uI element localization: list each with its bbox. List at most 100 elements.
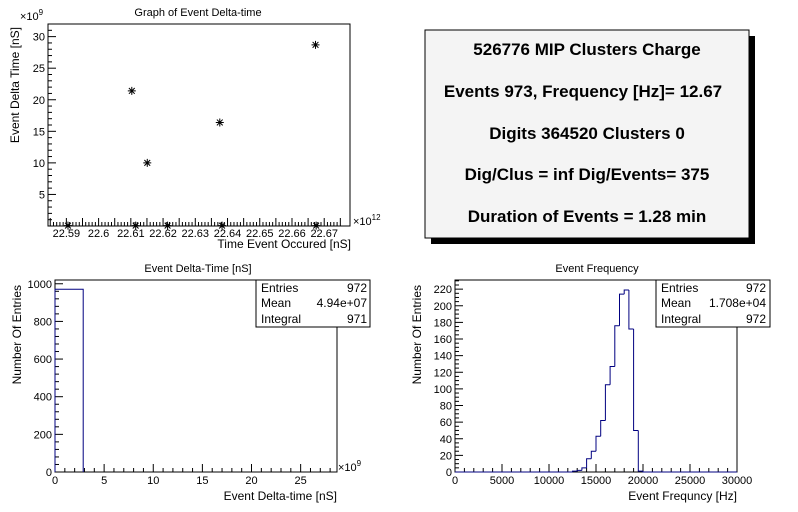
freq-hist-y-label: Number Of Entries [410, 285, 424, 384]
freq-hist-bin [600, 419, 606, 437]
freq-hist-bin [572, 470, 578, 472]
freq-hist-x-tick-label: 20000 [628, 475, 659, 487]
delta-hist-x-tick-label: 10 [147, 475, 159, 487]
freq-hist-stats-entries: 972 [746, 281, 766, 295]
info-line-2: Events 973, Frequency [Hz]= 12.67 [444, 82, 722, 101]
delta-hist-x-label: Event Delta-time [nS] [224, 489, 337, 503]
scatter-y-tick-label: 20 [33, 95, 45, 107]
scatter-x-label: Time Event Occured [nS] [217, 237, 351, 251]
scatter-x-tick-label: 22.59 [53, 228, 81, 240]
scatter-point [127, 86, 136, 95]
freq-hist-bin [590, 450, 596, 459]
info-box [424, 29, 750, 239]
scatter-point [143, 158, 152, 167]
delta-hist-title: Event Delta-Time [nS] [144, 263, 251, 275]
scatter-x-tick-label: 22.64 [214, 228, 242, 240]
scatter-x-tick-label: 22.66 [278, 228, 306, 240]
freq-hist-baseline-right [642, 471, 737, 473]
freq-hist-x-tick-label: 30000 [722, 475, 753, 487]
freq-hist-bin [586, 458, 592, 468]
delta-hist-x-tick-label: 5 [101, 475, 107, 487]
freq-hist-bin [576, 469, 582, 472]
freq-hist-y-tick-label: 20 [440, 450, 452, 462]
scatter-x-multiplier: ×1012 [353, 213, 381, 228]
freq-hist-y-tick-label: 40 [440, 434, 452, 446]
freq-hist-x-tick-label: 10000 [534, 475, 565, 487]
delta-hist-stats-integral: 971 [347, 312, 367, 326]
delta-hist-stats-entries-label: Entries [261, 281, 298, 295]
freq-hist-stats-integral: 972 [746, 312, 766, 326]
freq-hist-bin [595, 435, 601, 452]
freq-hist-y-tick-label: 160 [434, 334, 452, 346]
scatter-point [163, 221, 172, 230]
freq-hist-title: Event Frequency [555, 263, 639, 275]
freq-hist-stats-mean: 1.708e+04 [709, 296, 766, 310]
delta-hist-stats-integral-label: Integral [261, 312, 301, 326]
delta-hist-y-tick-label: 0 [46, 467, 52, 479]
delta-hist-y-label: Number Of Entries [10, 285, 24, 384]
scatter-point [63, 221, 72, 230]
delta-hist-y-tick-label: 800 [34, 316, 52, 328]
delta-hist-stats-box: Entries 972 Mean 4.94e+07 Integral 971 [255, 279, 371, 328]
freq-hist-x-tick-label: 0 [452, 475, 458, 487]
scatter-title: Graph of Event Delta-time [134, 7, 261, 19]
scatter-point [218, 221, 227, 230]
delta-hist-x-tick-label: 15 [196, 475, 208, 487]
freq-hist-bin [619, 293, 625, 326]
delta-hist-x-tick-label: 0 [52, 475, 58, 487]
freq-hist-stats-box: Entries 972 Mean 1.708e+04 Integral 972 [655, 279, 771, 328]
freq-hist-bin [604, 384, 611, 421]
delta-hist-bin [54, 288, 84, 472]
scatter-y-tick-label: 10 [33, 158, 45, 170]
info-line-3: Digits 364520 Clusters 0 [489, 124, 685, 143]
scatter-y-label: Event Delta Time [nS] [8, 27, 22, 143]
freq-hist-stats-mean-label: Mean [661, 296, 691, 310]
scatter-y-multiplier: ×109 [20, 8, 44, 23]
scatter-y-tick-label: 15 [33, 126, 45, 138]
freq-hist-y-tick-label: 0 [446, 467, 452, 479]
freq-hist-y-tick-label: 120 [434, 367, 452, 379]
delta-hist-x-tick-label: 20 [245, 475, 257, 487]
scatter-y-tick-label: 30 [33, 32, 45, 44]
delta-hist-y-tick-label: 1000 [28, 279, 52, 291]
info-line-1: 526776 MIP Clusters Charge [473, 40, 700, 59]
freq-hist-bin [637, 430, 643, 472]
freq-hist-x-label: Event Frequncy [Hz] [628, 489, 737, 503]
freq-hist-y-tick-label: 220 [434, 284, 452, 296]
scatter-point [311, 40, 320, 49]
scatter-frame [47, 23, 351, 227]
freq-hist-bin [614, 325, 620, 367]
delta-hist-x-tick-label: 25 [295, 475, 307, 487]
frequency-histogram-panel: Event Frequency 0 20 40 60 80 100 120 140 160 180… [410, 263, 771, 503]
scatter-point [312, 221, 321, 230]
freq-hist-stats-entries-label: Entries [661, 281, 698, 295]
scatter-panel: Graph of Event Delta-time 5 10 15 20 25 30 22… [8, 7, 381, 251]
info-line-4: Dig/Clus = inf Dig/Events= 375 [465, 165, 710, 184]
freq-hist-y-tick-label: 60 [440, 417, 452, 429]
freq-hist-y-tick-label: 80 [440, 401, 452, 413]
freq-hist-stats-frame [655, 279, 771, 328]
freq-hist-x-tick-label: 25000 [675, 475, 706, 487]
scatter-x-tick-label: 22.61 [117, 228, 145, 240]
scatter-x-tick-label: 22.62 [149, 228, 177, 240]
delta-hist-y-tick-label: 400 [34, 392, 52, 404]
freq-hist-y-tick-label: 100 [434, 384, 452, 396]
delta-hist-y-tick-label: 200 [34, 429, 52, 441]
scatter-y-tick-label: 25 [33, 63, 45, 75]
delta-hist-x-multiplier: ×109 [338, 459, 362, 474]
delta-hist-stats-mean-label: Mean [261, 296, 291, 310]
freq-hist-stats-integral-label: Integral [661, 312, 701, 326]
freq-hist-bin [623, 289, 629, 295]
scatter-x-tick-label: 22.67 [310, 228, 338, 240]
freq-hist-y-tick-label: 140 [434, 351, 452, 363]
freq-hist-bin [628, 289, 634, 330]
freq-hist-y-tick-label: 200 [434, 301, 452, 313]
freq-hist-y-tick-label: 180 [434, 317, 452, 329]
delta-hist-stats-mean: 4.94e+07 [317, 296, 368, 310]
info-panel: 526776 MIP Clusters Charge Events 973, F… [424, 29, 755, 244]
freq-hist-bin [581, 467, 587, 471]
scatter-x-tick-label: 22.65 [246, 228, 274, 240]
delta-hist-stats-frame [255, 279, 371, 328]
info-line-5: Duration of Events = 1.28 min [468, 207, 707, 226]
scatter-y-tick-label: 5 [39, 189, 45, 201]
